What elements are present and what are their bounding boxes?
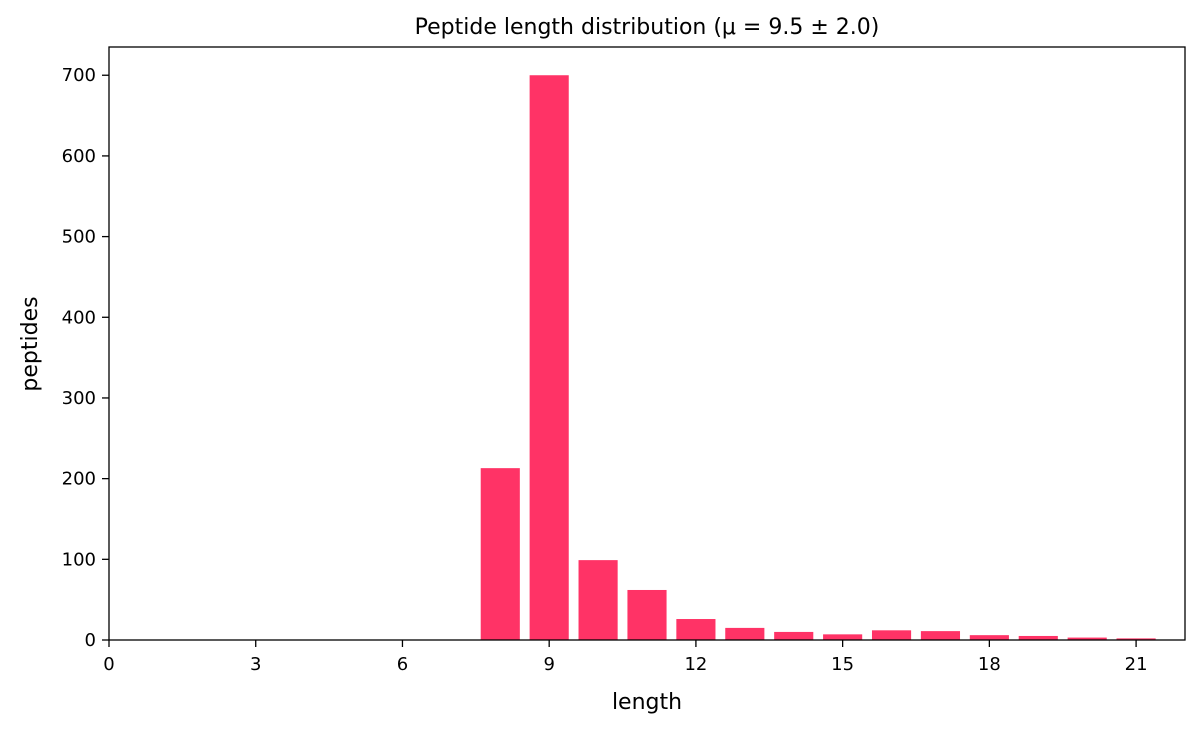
y-tick-label: 200 — [62, 469, 96, 490]
bar-18 — [969, 635, 1009, 640]
bar-21 — [1116, 638, 1156, 640]
bar-14 — [774, 631, 814, 640]
bar-16 — [871, 630, 912, 640]
bars — [480, 75, 1156, 640]
x-tick-label: 0 — [103, 654, 114, 675]
y-tick-label: 700 — [62, 65, 96, 86]
bar-11 — [627, 589, 667, 640]
x-tick-label: 3 — [250, 654, 261, 675]
bar-9 — [529, 75, 569, 640]
x-tick-label: 21 — [1125, 654, 1148, 675]
x-axis: 0 3 6 9 12 15 18 21 — [103, 640, 1148, 675]
y-tick-label: 600 — [62, 146, 96, 167]
x-tick-label: 15 — [831, 654, 854, 675]
bar-12 — [676, 619, 716, 640]
bar-20 — [1067, 637, 1107, 640]
plot-frame — [108, 46, 1186, 641]
y-tick-label: 300 — [62, 388, 96, 409]
y-tick-label: 100 — [62, 549, 96, 570]
chart-title: Peptide length distribution (μ = 9.5 ± 2… — [415, 15, 880, 40]
y-tick-label: 400 — [62, 307, 96, 328]
bar-13 — [725, 627, 765, 640]
bar-15 — [823, 634, 863, 640]
y-axis: 0 100 200 300 400 500 600 700 — [62, 65, 109, 651]
x-axis-label: length — [612, 690, 682, 715]
x-tick-label: 6 — [397, 654, 408, 675]
y-axis-label: peptides — [18, 296, 43, 391]
bar-10 — [578, 560, 618, 640]
y-tick-label: 0 — [85, 630, 96, 651]
x-tick-label: 12 — [684, 654, 707, 675]
x-tick-label: 9 — [543, 654, 554, 675]
bar-19 — [1018, 635, 1058, 640]
bar-17 — [920, 631, 961, 640]
x-tick-label: 18 — [978, 654, 1001, 675]
y-tick-label: 500 — [62, 227, 96, 248]
bar-8 — [480, 468, 520, 640]
